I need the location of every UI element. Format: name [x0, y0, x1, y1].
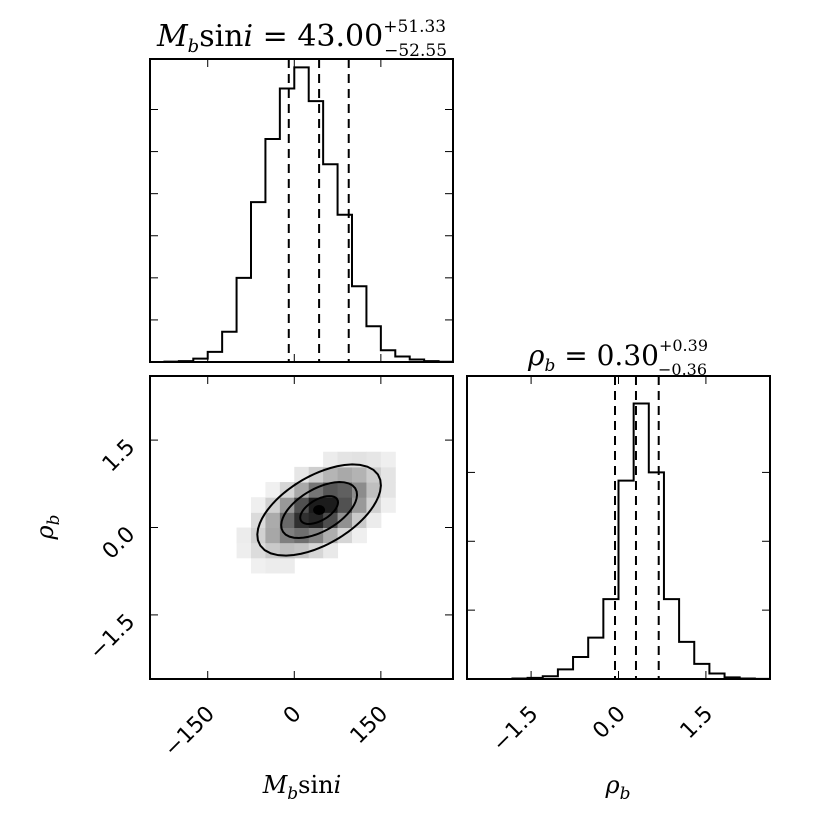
density-cell	[294, 527, 310, 544]
density-cell	[380, 466, 396, 483]
hist2-quantile-lines	[614, 376, 660, 679]
hist2-step-line	[467, 402, 770, 680]
hist1-y-ticks	[150, 59, 453, 362]
y-tick-label: 0.0	[98, 522, 140, 564]
density-cells	[236, 451, 396, 574]
hist1-title: Mbsini = 43.00+51.33 −52.55	[156, 17, 447, 61]
x-tick-label: −1.5	[488, 702, 543, 757]
density-cell	[337, 466, 353, 483]
hist1-step-line	[150, 66, 453, 363]
density-cell	[337, 451, 353, 468]
density-cell	[352, 451, 367, 468]
density-cell	[323, 466, 339, 483]
density-cell	[265, 557, 281, 574]
density-cell	[251, 512, 266, 528]
density-peak	[313, 505, 326, 516]
density-cell	[251, 527, 266, 544]
density-contour	[256, 463, 382, 557]
density-cell	[265, 482, 281, 498]
hist2-x-tick-labels: −1.5 0.0 1.5	[488, 702, 718, 757]
y-tick-label: −1.5	[85, 609, 140, 664]
density-contours	[256, 463, 382, 557]
density-cell	[236, 542, 252, 559]
x-tick-label: 0	[279, 702, 307, 730]
density-cell	[323, 542, 339, 559]
y-tick-label: 1.5	[98, 435, 140, 477]
density-cell	[251, 497, 266, 513]
density-cell	[380, 482, 396, 498]
density-cell	[265, 527, 281, 544]
hist1-frame	[149, 58, 454, 363]
joint-x-axis-label: Mbsini	[262, 771, 342, 804]
hist1-quantile-lines	[287, 59, 350, 362]
x-tick-label: −150	[160, 702, 220, 762]
hist2-x-axis-label: ρb	[605, 771, 631, 804]
density-cell	[323, 451, 339, 468]
joint-x-tick-labels: −150 0 150	[160, 702, 394, 762]
density-cell	[308, 542, 324, 559]
density-cell	[352, 466, 367, 483]
density-contour	[280, 481, 359, 540]
density-cell	[265, 512, 281, 528]
joint-ticks	[150, 376, 453, 679]
hist2-ticks	[467, 376, 770, 679]
density-cell	[337, 482, 353, 498]
density-cell	[337, 512, 353, 528]
x-tick-label: 150	[346, 702, 393, 749]
density-cell	[337, 497, 353, 513]
density-cell	[236, 527, 252, 544]
density-cell	[279, 557, 295, 574]
density-cell	[279, 497, 295, 513]
density-cell	[352, 527, 367, 544]
density-cell	[294, 542, 310, 559]
x-tick-label: 0.0	[588, 702, 630, 744]
density-cell	[366, 482, 382, 498]
density-cell	[366, 451, 382, 468]
density-cell	[352, 482, 367, 498]
joint-y-axis-label: ρb	[31, 515, 64, 541]
hist2-title: ρb = 0.30+0.39 −0.36	[527, 336, 708, 379]
joint-y-tick-labels: −1.5 0.0 1.5	[85, 435, 140, 665]
density-cell	[251, 557, 266, 574]
density-contour	[299, 495, 340, 525]
density-cell	[380, 497, 396, 513]
density-cell	[323, 482, 339, 498]
joint-frame	[149, 375, 454, 680]
density-cell	[366, 466, 382, 483]
hist2-frame	[466, 375, 771, 680]
panel-rho-histogram: −1.5 0.0 1.5 ρb = 0.30+0.39 −0.36 ρb	[466, 336, 771, 804]
density-cell	[366, 512, 382, 528]
density-cell	[323, 497, 339, 513]
density-cell	[380, 451, 396, 468]
panel-joint-density: −150 0 150 −1.5 0.0 1.5 Mbsini ρb	[31, 375, 454, 804]
density-cell	[352, 512, 367, 528]
density-cell	[323, 527, 339, 544]
x-tick-label: 1.5	[676, 702, 718, 744]
panel-mass-histogram: Mbsini = 43.00+51.33 −52.55	[149, 17, 454, 363]
